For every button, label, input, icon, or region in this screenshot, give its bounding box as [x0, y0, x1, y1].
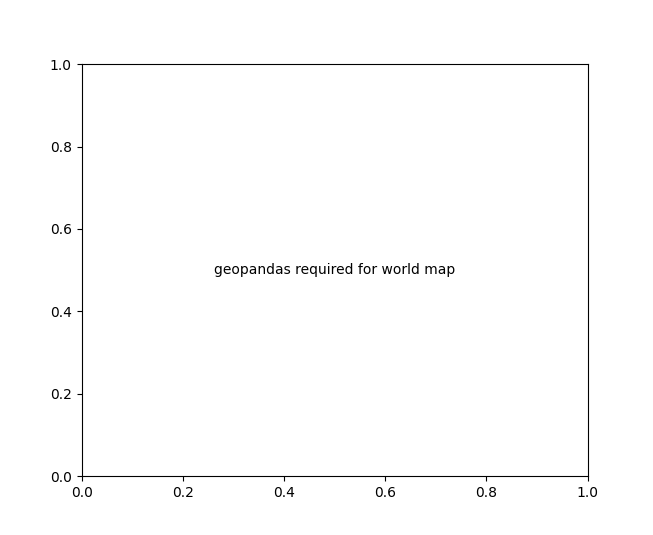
Text: geopandas required for world map: geopandas required for world map — [214, 263, 455, 277]
